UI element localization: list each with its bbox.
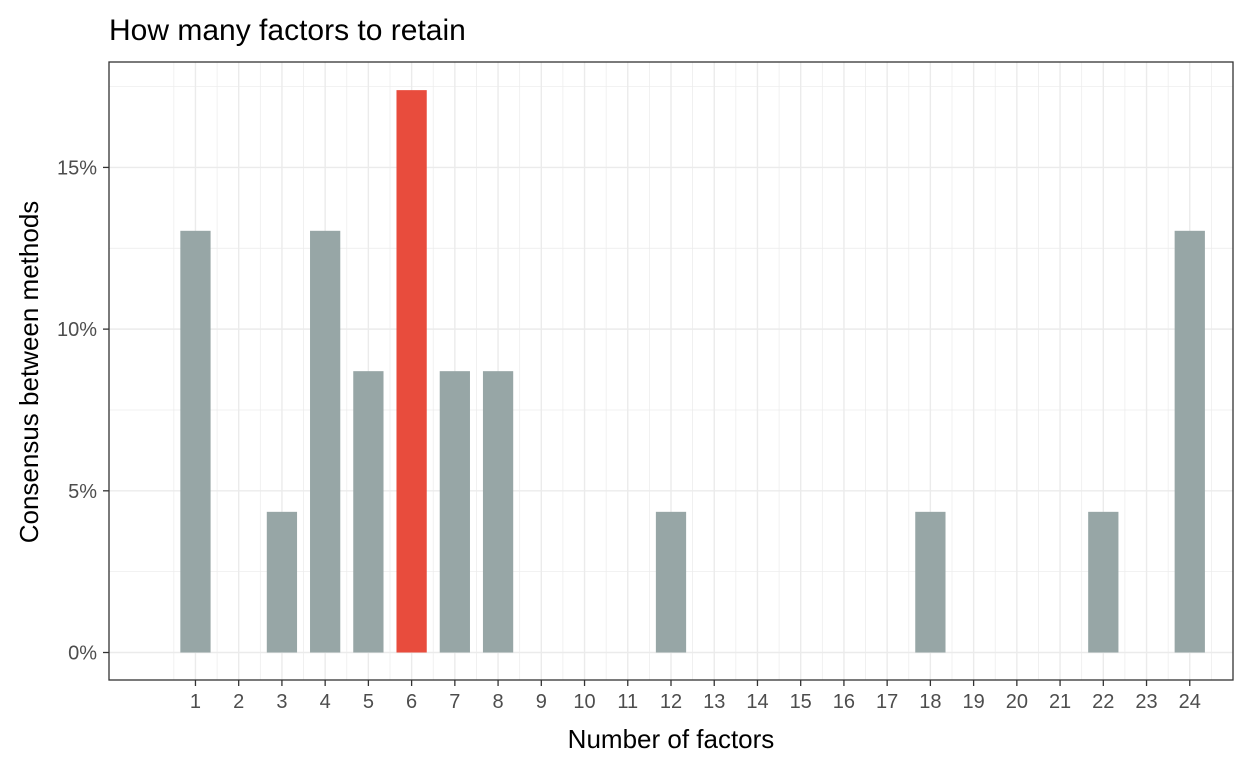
- y-axis-label: Consensus between methods: [14, 201, 44, 544]
- axes: 0%5%10%15%1 2 3 4 5 6 7 8 9 10 11 12 13 14 15 16 17 18 19 2…: [57, 157, 1201, 713]
- chart-title: How many factors to retain: [109, 14, 466, 47]
- bar-5: [353, 371, 384, 653]
- bar-4: [310, 230, 341, 653]
- x-tick-label: 2: [233, 691, 244, 713]
- bar-18: [915, 511, 946, 653]
- x-tick-label: 3: [276, 691, 287, 713]
- x-tick-label: 23: [1135, 691, 1157, 713]
- bar-24: [1174, 230, 1205, 653]
- x-tick-label: 9: [536, 691, 547, 713]
- bar-7: [439, 371, 470, 653]
- bar-6: [396, 90, 427, 653]
- x-tick-label: 19: [962, 691, 984, 713]
- y-tick-label: 5%: [68, 481, 97, 503]
- bar-12: [655, 511, 687, 653]
- y-tick-label: 0%: [68, 643, 97, 665]
- x-axis-label: Number of factors: [568, 724, 775, 754]
- x-tick-label: 14: [746, 691, 768, 713]
- x-tick-label: 22: [1092, 691, 1114, 713]
- bar-22: [1088, 511, 1119, 653]
- y-tick-label: 15%: [57, 157, 97, 179]
- x-tick-label: 24: [1179, 691, 1201, 713]
- y-tick-label: 10%: [57, 319, 97, 341]
- x-tick-label: 4: [320, 691, 331, 713]
- x-tick-label: 20: [1006, 691, 1028, 713]
- x-tick-label: 15: [790, 691, 812, 713]
- x-tick-label: 1: [190, 691, 201, 713]
- bar-1: [180, 230, 211, 653]
- x-tick-label: 12: [660, 691, 682, 713]
- bars: [180, 90, 1205, 653]
- bar-8: [482, 371, 514, 653]
- x-tick-label: 16: [833, 691, 855, 713]
- x-tick-label: 17: [876, 691, 898, 713]
- x-tick-label: 7: [449, 691, 460, 713]
- x-tick-label: 8: [493, 691, 504, 713]
- x-tick-label: 21: [1049, 691, 1071, 713]
- x-tick-label: 11: [617, 691, 638, 713]
- x-tick-label: 10: [573, 691, 595, 713]
- x-tick-label: 5: [363, 691, 374, 713]
- x-tick-label: 6: [406, 691, 417, 713]
- x-tick-label: 13: [703, 691, 725, 713]
- x-tick-label: 18: [919, 691, 941, 713]
- bar-3: [266, 511, 298, 653]
